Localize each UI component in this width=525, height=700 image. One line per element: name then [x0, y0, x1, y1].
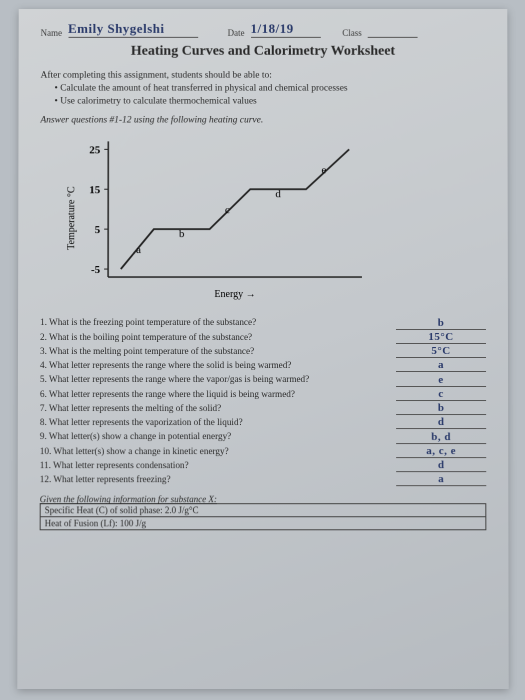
question-row: 5. What letter represents the range wher…	[39, 372, 485, 386]
objective-1: • Calculate the amount of heat transferr…	[54, 82, 485, 95]
answer-line: 15°C	[395, 330, 485, 344]
answer-text: b	[437, 317, 444, 329]
date-label: Date	[227, 28, 244, 38]
given-info: Given the following information for subs…	[39, 495, 486, 531]
svg-text:25: 25	[89, 145, 100, 157]
date-field: 1/18/19	[250, 23, 320, 38]
worksheet-title: Heating Curves and Calorimetry Worksheet	[40, 44, 485, 60]
svg-text:c: c	[224, 205, 229, 217]
svg-text:5: 5	[94, 225, 100, 237]
svg-text:Temperature °C: Temperature °C	[66, 187, 77, 251]
questions-block: 1. What is the freezing point temperatur…	[39, 315, 486, 486]
question-text: 3. What is the melting point temperature…	[39, 344, 359, 358]
name-field: Emily Shygelshi	[68, 23, 198, 38]
question-row: 10. What letter(s) show a change in kine…	[39, 444, 485, 458]
answer-line: a, c, e	[396, 444, 486, 458]
answer-line: b	[396, 401, 486, 415]
answer-line: a	[396, 358, 486, 372]
heating-curve-chart: -5 5 15 25 Temperature °C Energy → a b c d e	[62, 134, 372, 304]
question-row: 3. What is the melting point temperature…	[39, 344, 485, 358]
svg-text:Energy →: Energy →	[214, 289, 255, 300]
answer-line: d	[396, 415, 486, 429]
question-row: 8. What letter represents the vaporizati…	[39, 415, 485, 429]
question-row: 2. What is the boiling point temperature…	[40, 330, 486, 344]
instruction-text: Answer questions #1-12 using the followi…	[40, 116, 485, 126]
class-label: Class	[342, 28, 361, 38]
question-row: 11. What letter represents condensation?…	[39, 458, 485, 472]
question-text: 4. What letter represents the range wher…	[39, 358, 359, 372]
worksheet-page: Name Emily Shygelshi Date 1/18/19 Class …	[17, 9, 508, 689]
question-row: 1. What is the freezing point temperatur…	[40, 315, 486, 329]
answer-text: b, d	[431, 431, 451, 443]
question-text: 7. What letter represents the melting of…	[39, 401, 359, 415]
question-text: 5. What letter represents the range wher…	[39, 372, 359, 386]
question-text: 10. What letter(s) show a change in kine…	[39, 444, 359, 458]
answer-line: e	[396, 373, 486, 387]
svg-text:-5: -5	[90, 264, 100, 276]
answer-text: e	[438, 374, 443, 386]
question-text: 1. What is the freezing point temperatur…	[40, 315, 360, 329]
question-text: 12. What letter represents freezing?	[39, 472, 359, 486]
intro-text: After completing this assignment, studen…	[40, 70, 485, 83]
answer-text: a, c, e	[426, 445, 456, 457]
answer-text: a	[438, 359, 444, 371]
header-line: Name Emily Shygelshi Date 1/18/19 Class	[40, 23, 485, 38]
answer-line: b, d	[396, 430, 486, 444]
answer-text: 15°C	[428, 331, 453, 343]
class-field	[367, 23, 417, 38]
answer-text: 5°C	[431, 345, 450, 357]
objective-2: • Use calorimetry to calculate thermoche…	[54, 95, 485, 108]
answer-line: 5°C	[395, 344, 485, 358]
question-text: 8. What letter represents the vaporizati…	[39, 415, 359, 429]
question-row: 6. What letter represents the range wher…	[39, 387, 485, 401]
answer-line: c	[396, 387, 486, 401]
answer-text: d	[437, 459, 444, 471]
question-row: 12. What letter represents freezing? a	[39, 472, 486, 486]
question-row: 4. What letter represents the range wher…	[39, 358, 485, 372]
answer-text: c	[438, 388, 443, 400]
svg-text:a: a	[136, 245, 141, 257]
answer-line: d	[396, 458, 486, 472]
answer-line: a	[396, 473, 486, 487]
question-text: 2. What is the boiling point temperature…	[40, 330, 360, 344]
question-row: 9. What letter(s) show a change in poten…	[39, 429, 485, 443]
answer-line: b	[395, 316, 485, 330]
svg-text:e: e	[321, 165, 326, 177]
svg-text:d: d	[275, 189, 281, 201]
svg-text:15: 15	[89, 185, 101, 197]
question-text: 11. What letter represents condensation?	[39, 458, 359, 472]
answer-text: d	[437, 416, 444, 428]
question-text: 9. What letter(s) show a change in poten…	[39, 429, 359, 443]
given-row-2: Heat of Fusion (Lf): 100 J/g	[39, 517, 486, 531]
answer-text: b	[437, 402, 444, 414]
svg-text:b: b	[178, 229, 184, 241]
question-row: 7. What letter represents the melting of…	[39, 401, 485, 415]
answer-text: a	[438, 474, 444, 486]
given-row-1: Specific Heat (C) of solid phase: 2.0 J/…	[39, 504, 486, 518]
name-label: Name	[40, 28, 61, 38]
question-text: 6. What letter represents the range wher…	[39, 387, 359, 401]
